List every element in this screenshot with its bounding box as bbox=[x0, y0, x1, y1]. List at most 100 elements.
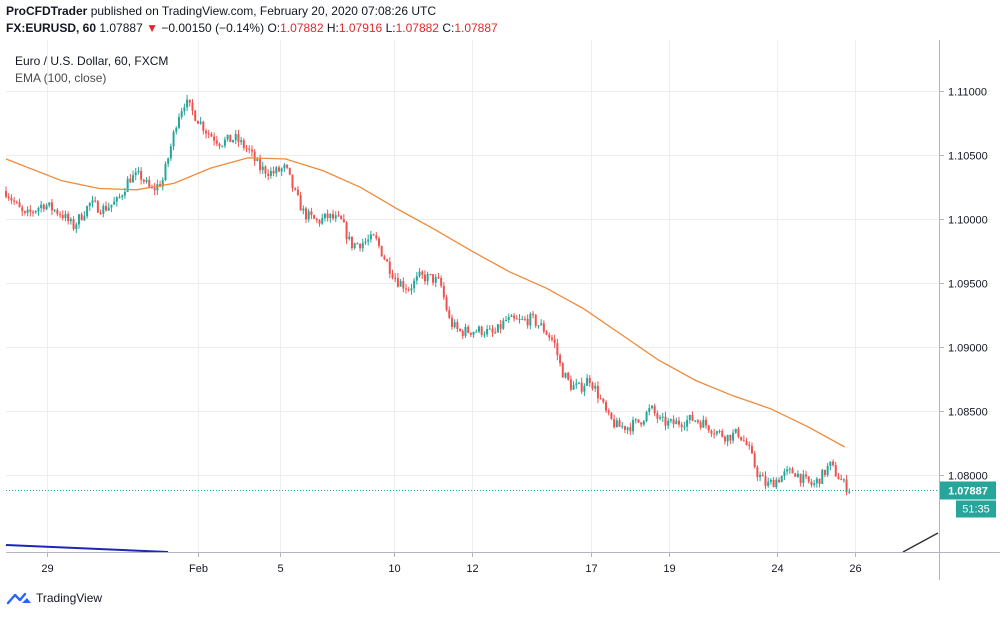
candle-body bbox=[86, 206, 89, 217]
candle-body bbox=[67, 213, 70, 222]
countdown-label-bg bbox=[956, 500, 996, 518]
candle-body bbox=[688, 414, 691, 420]
candle-body bbox=[407, 289, 410, 291]
candle-body bbox=[502, 320, 505, 329]
candle-body bbox=[737, 428, 740, 437]
candle-body bbox=[437, 277, 440, 279]
candle-body bbox=[288, 167, 291, 175]
time-tick-label: 26 bbox=[849, 563, 861, 575]
candle-body bbox=[105, 205, 108, 211]
chart-grid bbox=[6, 40, 938, 552]
candle-body bbox=[156, 184, 159, 191]
candle-body bbox=[450, 317, 453, 327]
candle-body bbox=[380, 245, 383, 257]
candle-body bbox=[386, 259, 389, 262]
candle-body bbox=[656, 413, 659, 419]
candle-body bbox=[334, 215, 337, 219]
candle-body bbox=[553, 339, 556, 344]
candle-body bbox=[759, 474, 762, 477]
price-tick-label: 1.09000 bbox=[948, 343, 988, 355]
candle-body bbox=[464, 326, 467, 336]
candle-body bbox=[615, 420, 618, 428]
candle-body bbox=[377, 238, 380, 246]
candle-body bbox=[37, 207, 40, 211]
candle-body bbox=[126, 178, 129, 192]
candle-body bbox=[261, 166, 264, 171]
candle-body bbox=[361, 242, 364, 249]
candle-body bbox=[337, 215, 340, 217]
candle-body bbox=[788, 468, 791, 470]
candle-body bbox=[523, 318, 526, 320]
candle-body bbox=[88, 202, 91, 207]
price-tick-label: 1.08000 bbox=[948, 471, 988, 483]
candle-body bbox=[483, 334, 486, 336]
candle-body bbox=[734, 428, 737, 433]
down-arrow-icon: ▼ bbox=[146, 21, 158, 35]
candle-body bbox=[115, 197, 118, 202]
candle-body bbox=[729, 434, 732, 441]
publisher-name[interactable]: ProCFDTrader bbox=[6, 4, 88, 18]
candle-body bbox=[345, 222, 348, 240]
candle-body bbox=[364, 241, 367, 243]
candle-body bbox=[532, 313, 535, 316]
ema-legend[interactable]: EMA (100, close) bbox=[15, 71, 107, 85]
footer-brand-label: TradingView bbox=[36, 591, 103, 605]
candle-body bbox=[59, 214, 62, 216]
candle-body bbox=[613, 418, 616, 428]
candle-body bbox=[10, 198, 13, 201]
candle-body bbox=[250, 149, 253, 152]
candle-body bbox=[215, 140, 218, 144]
candle-body bbox=[164, 163, 167, 181]
candle-body bbox=[183, 107, 186, 112]
chart-title[interactable]: Euro / U.S. Dollar, 60, FXCM bbox=[15, 54, 169, 68]
candle-body bbox=[829, 461, 832, 467]
candle-body bbox=[691, 414, 694, 421]
candle-body bbox=[188, 99, 191, 103]
candle-body bbox=[423, 274, 426, 282]
candle-body bbox=[342, 219, 345, 223]
price-tick-label: 1.10000 bbox=[948, 215, 988, 227]
candle-body bbox=[80, 214, 83, 220]
candle-body bbox=[323, 213, 326, 219]
price-axis: 1.11000 1.10500 1.10000 1.09500 1.09000 1.085… bbox=[939, 87, 988, 483]
open-label: O: bbox=[267, 21, 281, 35]
candle-body bbox=[588, 378, 591, 384]
candle-body bbox=[221, 145, 224, 147]
candle-body bbox=[767, 481, 770, 486]
candle-body bbox=[269, 170, 272, 176]
candle-body bbox=[472, 331, 475, 335]
publish-line: ProCFDTrader published on TradingView.co… bbox=[6, 4, 436, 18]
candle-body bbox=[302, 208, 305, 211]
candle-body bbox=[645, 411, 648, 422]
candle-body bbox=[629, 427, 632, 432]
candle-body bbox=[205, 130, 208, 134]
candle-body bbox=[637, 419, 640, 423]
candle-body bbox=[769, 479, 772, 482]
candle-body bbox=[618, 420, 621, 427]
candle-body bbox=[488, 328, 491, 330]
candle-body bbox=[448, 310, 451, 318]
candle-body bbox=[683, 426, 686, 428]
candle-body bbox=[815, 478, 818, 484]
candle-body bbox=[34, 210, 37, 213]
candle-body bbox=[69, 219, 72, 222]
candle-body bbox=[402, 281, 405, 289]
candle-body bbox=[710, 430, 713, 434]
candle-body bbox=[837, 476, 840, 480]
candle-body bbox=[315, 218, 318, 221]
candle-body bbox=[399, 281, 402, 287]
footer-brand[interactable]: TradingView bbox=[6, 591, 102, 605]
candle-body bbox=[434, 277, 437, 283]
candle-body bbox=[102, 205, 105, 214]
candle-body bbox=[675, 420, 678, 425]
candle-body bbox=[526, 318, 529, 326]
candle-body bbox=[245, 147, 248, 149]
candle-body bbox=[83, 216, 86, 220]
candle-body bbox=[96, 201, 99, 213]
candle-body bbox=[202, 121, 205, 131]
candle-body bbox=[623, 426, 626, 430]
candle-body bbox=[410, 288, 413, 291]
candle-body bbox=[413, 280, 416, 289]
candle-body bbox=[559, 355, 562, 364]
